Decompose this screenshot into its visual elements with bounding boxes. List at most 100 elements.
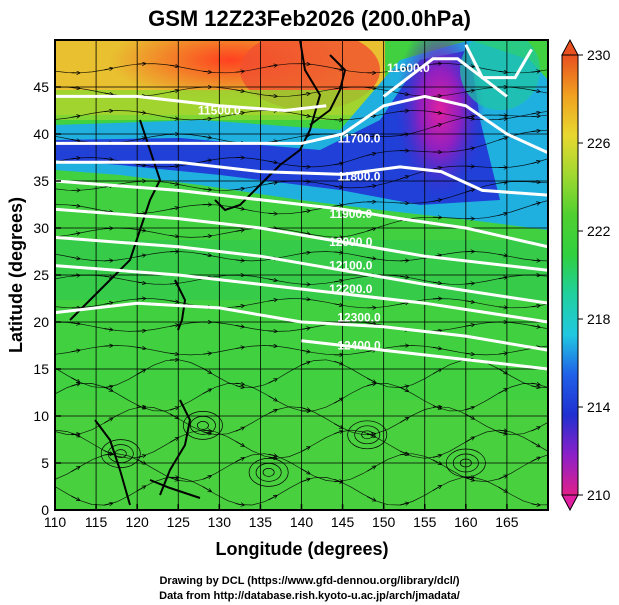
wind-arrow — [71, 377, 79, 382]
wind-arrow — [169, 166, 178, 167]
wind-arrow — [268, 395, 277, 401]
wind-arrow — [367, 228, 375, 232]
x-tick-label: 140 — [290, 514, 314, 530]
wind-arrow — [71, 158, 79, 159]
x-tick-label: 120 — [125, 514, 149, 530]
wind-arrow — [531, 441, 540, 447]
wind-arrow — [235, 90, 244, 92]
wind-arrow — [235, 386, 244, 388]
wind-arrow — [334, 360, 342, 364]
wind-arrow — [71, 205, 79, 206]
wind-arrow — [465, 437, 474, 443]
map-title: GSM 12Z23Feb2026 (200.0hPa) — [148, 6, 471, 31]
wind-arrow — [498, 430, 507, 431]
x-tick-label: 110 — [44, 514, 67, 530]
wind-arrow — [137, 64, 145, 65]
wind-arrow — [137, 229, 145, 230]
wind-arrow — [169, 353, 178, 354]
wind-arrow — [334, 205, 342, 206]
contour-line — [382, 57, 508, 98]
eddy-streamline — [445, 448, 486, 478]
contour-label: 12200.0 — [329, 282, 373, 296]
eddy-streamline — [361, 430, 374, 440]
wind-arrow — [367, 384, 375, 386]
wind-arrow — [531, 260, 540, 261]
x-tick-label: 150 — [372, 514, 396, 530]
wind-arrow — [169, 183, 178, 184]
height-contours: 11600.0 11500.0 11700.0 11800.0 11900.0 12000… — [55, 44, 548, 371]
wind-arrow — [235, 458, 244, 463]
wind-arrow — [104, 346, 112, 347]
wind-arrow — [235, 113, 244, 115]
wind-arrow — [367, 323, 375, 324]
colorbar-scale — [561, 54, 579, 496]
wind-arrow — [498, 119, 507, 120]
colorbar-label: 210 — [587, 487, 611, 503]
wind-arrow — [268, 496, 277, 501]
wind-arrow — [235, 208, 244, 210]
colorbar-top-arrow — [561, 38, 579, 56]
x-tick-label: 115 — [85, 514, 108, 530]
wind-arrow — [400, 346, 408, 347]
credit-data-source: Data from http://database.rish.kyoto-u.a… — [159, 590, 460, 602]
wind-arrow — [465, 301, 474, 303]
y-axis-label: Latitude (degrees) — [6, 197, 26, 353]
y-axis-ticks: 0 5 10 15 20 25 30 35 40 45 — [33, 79, 61, 518]
wind-arrow — [169, 407, 178, 411]
wind-arrow — [531, 326, 540, 328]
wind-arrow — [235, 427, 244, 432]
contour-label: 11500.0 — [198, 104, 241, 118]
contour-line — [301, 339, 548, 371]
contour-label: 11900.0 — [329, 207, 372, 221]
wind-arrow — [169, 90, 178, 92]
wind-arrow — [137, 282, 145, 283]
eddy-streamline — [452, 453, 479, 473]
contour-label: 11800.0 — [338, 169, 381, 183]
contour-line — [55, 264, 548, 324]
wind-arrow — [498, 137, 507, 141]
wind-arrow — [202, 71, 211, 72]
wind-arrow — [169, 413, 178, 419]
wind-arrow — [235, 306, 244, 307]
wind-arrow — [268, 410, 277, 414]
wind-arrow — [367, 496, 375, 501]
wind-arrow — [136, 459, 145, 463]
wind-arrow — [301, 233, 310, 235]
wind-arrow — [202, 236, 211, 237]
wind-arrow — [268, 182, 277, 183]
wind-arrow — [104, 276, 112, 277]
wind-arrow — [71, 350, 79, 352]
wind-arrow — [71, 495, 79, 500]
wind-arrow — [202, 486, 211, 492]
eddy-streamline — [354, 425, 381, 445]
wind-arrow — [268, 454, 277, 456]
wind-arrow — [235, 325, 244, 327]
wind-arrow — [169, 438, 178, 443]
wind-arrow — [400, 302, 408, 304]
contour-line — [55, 160, 548, 197]
wind-arrow — [104, 68, 112, 70]
wind-arrow — [432, 96, 441, 97]
wind-arrow — [202, 189, 211, 190]
wind-arrow — [531, 383, 540, 384]
wind-arrow — [235, 188, 244, 189]
wind-arrow — [169, 118, 178, 119]
wind-arrow — [137, 213, 145, 214]
wind-arrow — [104, 228, 112, 229]
wind-arrow — [268, 300, 277, 301]
wind-arrow — [104, 111, 112, 112]
wind-arrow — [202, 160, 211, 162]
y-tick-label: 45 — [33, 79, 49, 95]
contour-label: 12100.0 — [329, 259, 373, 273]
wind-arrow — [301, 468, 310, 474]
contour-line — [55, 94, 548, 155]
wind-arrow — [531, 386, 540, 388]
x-tick-label: 125 — [167, 514, 191, 530]
wind-arrow — [498, 389, 507, 394]
x-axis-ticks: 110 115 120 125 130 135 140 145 150 155 160 165 — [44, 504, 519, 530]
wind-arrow — [334, 68, 342, 70]
wind-arrow — [498, 182, 507, 183]
wind-arrow — [531, 306, 540, 307]
wind-arrow — [136, 486, 145, 492]
